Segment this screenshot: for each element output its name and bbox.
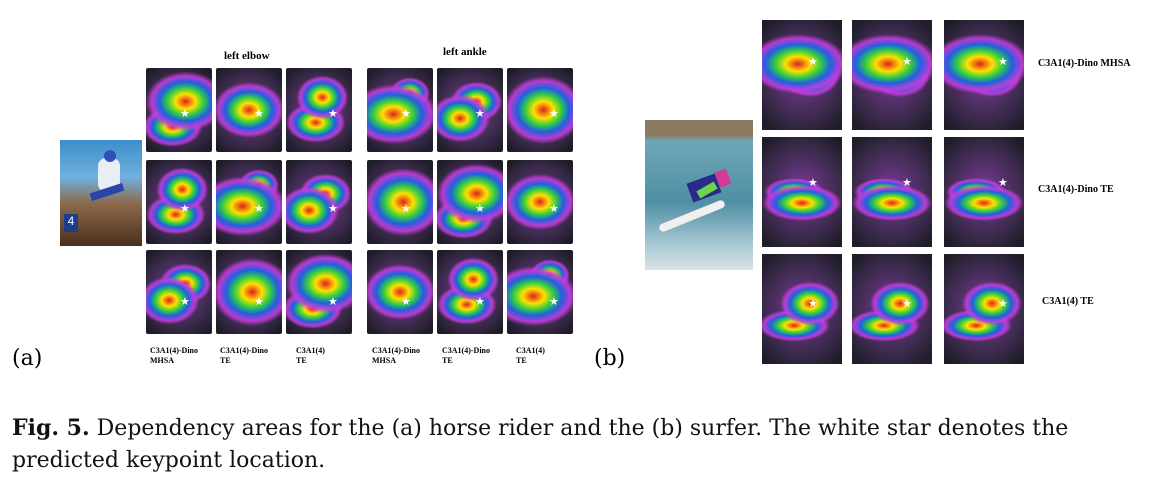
keypoint-star-icon: ★ xyxy=(808,297,818,310)
keypoint-star-icon: ★ xyxy=(475,202,485,215)
figure-caption: Fig. 5. Dependency areas for the (a) hor… xyxy=(12,412,1162,477)
keypoint-star-icon: ★ xyxy=(401,107,411,120)
header-left-ankle: left ankle xyxy=(443,46,487,58)
keypoint-star-icon: ★ xyxy=(254,295,264,308)
keypoint-star-icon: ★ xyxy=(180,295,190,308)
heatmap-tile: ★ xyxy=(216,250,282,334)
heatmap-tile: ★ xyxy=(286,160,352,244)
panel-b: ★ ★ ★ ★ ★ ★ ★ ★ ★ C3A1(4)-Dino MHSA C3A1(4)-Dino… xyxy=(590,0,1173,390)
heatmap-tile: ★ xyxy=(146,160,212,244)
heatmap-tile: ★ xyxy=(852,137,932,247)
keypoint-star-icon: ★ xyxy=(902,176,912,189)
keypoint-star-icon: ★ xyxy=(549,295,559,308)
panel-letter-a: (a) xyxy=(12,346,43,371)
heatmap-tile: ★ xyxy=(437,68,503,152)
heatmap-tile: ★ xyxy=(944,137,1024,247)
keypoint-star-icon: ★ xyxy=(475,107,485,120)
heatmap-tile: ★ xyxy=(286,250,352,334)
keypoint-star-icon: ★ xyxy=(401,295,411,308)
keypoint-star-icon: ★ xyxy=(328,107,338,120)
header-left-elbow: left elbow xyxy=(224,50,270,62)
keypoint-star-icon: ★ xyxy=(401,202,411,215)
panel-a: 4 left elbow left ankle ★ ★ ★ ★ ★ ★ ★ ★ ★ ★ ★ ★ ★ ★ ★ ★… xyxy=(0,0,590,390)
heatmap-tile: ★ xyxy=(367,68,433,152)
heatmap-tile: ★ xyxy=(944,20,1024,130)
heatmap-tile: ★ xyxy=(762,20,842,130)
keypoint-star-icon: ★ xyxy=(180,107,190,120)
heatmap-tile: ★ xyxy=(762,254,842,364)
keypoint-star-icon: ★ xyxy=(328,202,338,215)
heatmap-tile: ★ xyxy=(507,250,573,334)
surfer-photo xyxy=(645,120,753,270)
keypoint-star-icon: ★ xyxy=(254,202,264,215)
panel-letter-b: (b) xyxy=(594,346,626,371)
heatmap-tile: ★ xyxy=(852,254,932,364)
column-label: C3A1(4)-Dino MHSA xyxy=(150,346,198,365)
keypoint-star-icon: ★ xyxy=(328,295,338,308)
column-label: C3A1(4)-Dino MHSA xyxy=(372,346,420,365)
caption-label: Fig. 5. xyxy=(12,415,90,441)
keypoint-star-icon: ★ xyxy=(549,107,559,120)
row-label: C3A1(4) TE xyxy=(1042,296,1094,307)
heatmap-tile: ★ xyxy=(216,160,282,244)
heatmap-tile: ★ xyxy=(437,250,503,334)
column-label: C3A1(4)-Dino TE xyxy=(220,346,268,365)
heatmap-tile: ★ xyxy=(146,68,212,152)
column-label: C3A1(4) TE xyxy=(516,346,545,365)
heatmap-tile: ★ xyxy=(286,68,352,152)
horse-rider-photo: 4 xyxy=(60,140,142,246)
caption-text: Dependency areas for the (a) horse rider… xyxy=(12,416,1069,473)
heatmap-tile: ★ xyxy=(367,160,433,244)
keypoint-star-icon: ★ xyxy=(254,107,264,120)
keypoint-star-icon: ★ xyxy=(902,297,912,310)
heatmap-tile: ★ xyxy=(216,68,282,152)
heatmap-tile: ★ xyxy=(944,254,1024,364)
keypoint-star-icon: ★ xyxy=(475,295,485,308)
keypoint-star-icon: ★ xyxy=(549,202,559,215)
keypoint-star-icon: ★ xyxy=(808,55,818,68)
heatmap-tile: ★ xyxy=(507,160,573,244)
heatmap-tile: ★ xyxy=(367,250,433,334)
row-label: C3A1(4)-Dino MHSA xyxy=(1038,58,1131,69)
column-label: C3A1(4) TE xyxy=(296,346,325,365)
keypoint-star-icon: ★ xyxy=(808,176,818,189)
keypoint-star-icon: ★ xyxy=(180,202,190,215)
keypoint-star-icon: ★ xyxy=(998,55,1008,68)
heatmap-tile: ★ xyxy=(437,160,503,244)
heatmap-tile: ★ xyxy=(762,137,842,247)
keypoint-star-icon: ★ xyxy=(998,176,1008,189)
keypoint-star-icon: ★ xyxy=(902,55,912,68)
column-label: C3A1(4)-Dino TE xyxy=(442,346,490,365)
row-label: C3A1(4)-Dino TE xyxy=(1038,184,1114,195)
keypoint-star-icon: ★ xyxy=(998,297,1008,310)
heatmap-tile: ★ xyxy=(852,20,932,130)
heatmap-tile: ★ xyxy=(507,68,573,152)
heatmap-tile: ★ xyxy=(146,250,212,334)
